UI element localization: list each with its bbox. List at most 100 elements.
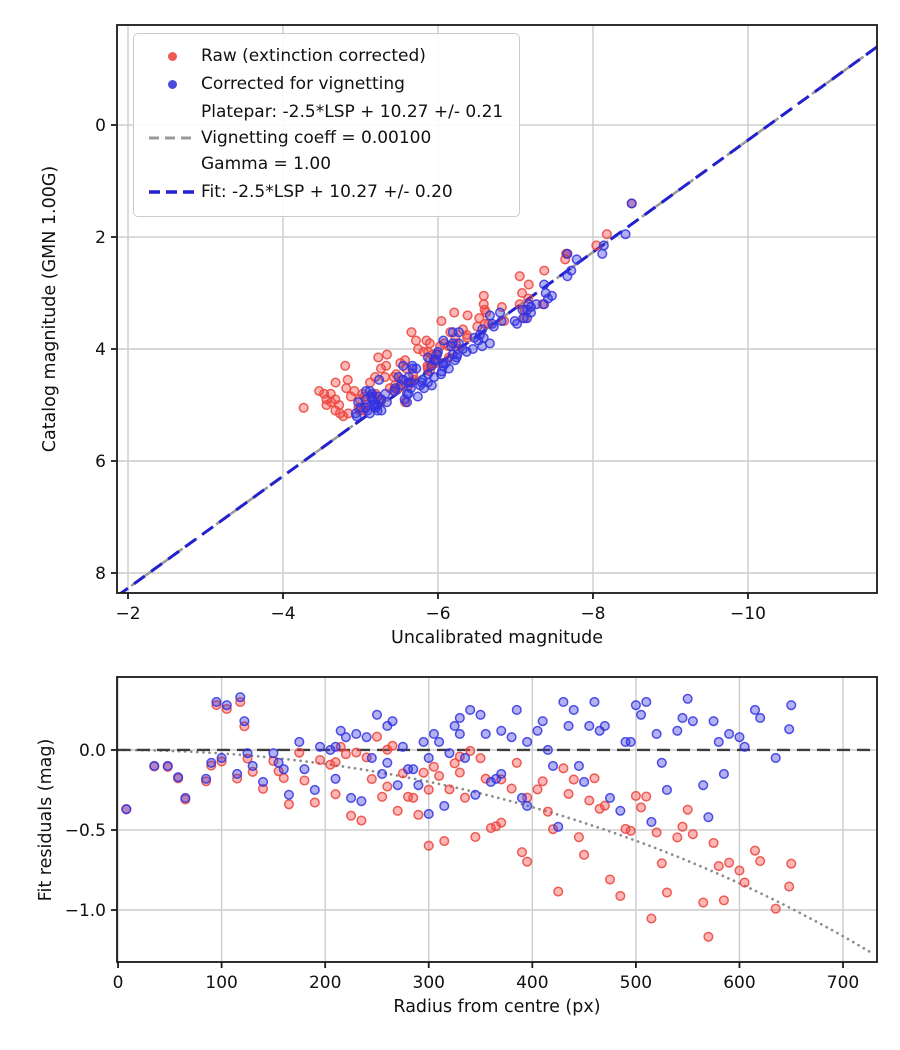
corrected-residual-point xyxy=(413,780,424,791)
raw-residual-point xyxy=(599,800,610,811)
corrected-residual-point xyxy=(506,732,517,743)
corrected-residual-point xyxy=(392,780,403,791)
corrected-residual-point xyxy=(346,792,357,804)
corrected-point xyxy=(447,349,458,360)
bottom-yaxis-label: Fit residuals (mag) xyxy=(36,738,56,902)
raw-residual-point xyxy=(257,783,269,794)
raw-point xyxy=(340,360,351,371)
legend-label-fit: Fit: -2.5*LSP + 10.27 +/- 0.20 xyxy=(201,182,453,202)
raw-point xyxy=(330,405,341,416)
x-tick-label: 0 xyxy=(113,973,124,993)
corrected-point xyxy=(381,397,392,408)
raw-point xyxy=(375,363,387,374)
corrected-residual-point xyxy=(599,720,610,732)
raw-residual-point xyxy=(573,832,584,843)
corrected-residual-point xyxy=(257,776,269,788)
raw-point xyxy=(410,335,422,346)
corrected-residual-point xyxy=(630,700,641,711)
corrected-residual-point xyxy=(294,736,305,748)
raw-residual-point xyxy=(656,858,667,869)
raw-point xyxy=(373,352,384,363)
x-tick-label: 300 xyxy=(413,973,445,993)
raw-residual-point xyxy=(299,775,310,786)
corrected-residual-point xyxy=(356,796,367,807)
top-axes: −2 −4 −6 −8 −10 0 2 4 6 8 xyxy=(95,24,878,624)
corrected-point xyxy=(473,335,484,346)
raw-residual-point xyxy=(340,749,351,760)
x-tick-label: 500 xyxy=(620,973,652,993)
raw-residual-point xyxy=(770,903,781,914)
corrected-residual-point xyxy=(698,780,709,791)
corrected-residual-point xyxy=(537,716,548,727)
corrected-residual-point xyxy=(314,741,326,752)
raw-residual-point xyxy=(677,821,688,832)
corrected-point xyxy=(429,371,440,383)
top-xaxis-label: Uncalibrated magnitude xyxy=(391,628,603,648)
raw-residual-point xyxy=(713,861,724,872)
raw-point xyxy=(314,385,325,397)
y-tick-label: 6 xyxy=(95,452,106,472)
corrected-residual-point xyxy=(330,773,341,784)
x-tick-label: −8 xyxy=(580,604,605,624)
raw-residual-point xyxy=(579,849,590,860)
raw-residual-point xyxy=(786,858,797,869)
corrected-residual-point xyxy=(563,720,574,732)
raw-point xyxy=(474,313,485,324)
raw-residual-point xyxy=(687,829,698,840)
corrected-residual-point xyxy=(268,748,279,759)
corrected-residual-point xyxy=(470,789,481,800)
corrected-residual-point xyxy=(216,752,227,764)
corrected-residual-point xyxy=(573,760,584,772)
legend-item-platepar: Platepar: -2.5*LSP + 10.27 +/- 0.21 Vign… xyxy=(143,99,503,177)
raw-residual-point xyxy=(558,763,569,774)
corrected-point xyxy=(432,346,444,357)
legend-label-platepar: Platepar: -2.5*LSP + 10.27 +/- 0.21 xyxy=(201,102,504,122)
corrected-point xyxy=(374,374,385,385)
raw-residual-point xyxy=(506,783,517,794)
corrected-point xyxy=(360,394,371,405)
raw-residual-point xyxy=(351,747,362,758)
corrected-residual-point xyxy=(542,744,553,756)
raw-point xyxy=(539,265,550,276)
raw-residual-point xyxy=(604,874,616,885)
corrected-residual-point xyxy=(408,764,419,775)
corrected-point xyxy=(372,405,383,416)
corrected-point xyxy=(422,352,433,363)
corrected-residual-point xyxy=(511,704,522,716)
raw-residual-point xyxy=(216,756,227,767)
raw-residual-point xyxy=(470,831,481,843)
raw-point xyxy=(381,360,392,371)
raw-residual-point xyxy=(239,721,250,732)
corrected-residual-point xyxy=(579,776,590,788)
top-scatter xyxy=(298,198,637,422)
corrected-residual-point xyxy=(755,712,766,724)
raw-residual-point xyxy=(402,791,414,802)
corrected-residual-point xyxy=(646,816,657,828)
raw-residual-point xyxy=(366,773,377,785)
corrected-residual-point xyxy=(239,716,250,727)
raw-residual-point xyxy=(516,847,528,858)
raw-point xyxy=(342,374,353,385)
corrected-residual-point xyxy=(584,720,595,732)
corrected-point xyxy=(484,338,495,349)
corrected-residual-point xyxy=(615,805,626,816)
bottom-axes-spines xyxy=(116,676,878,963)
legend-label-raw: Raw (extinction corrected) xyxy=(201,46,426,66)
corrected-point xyxy=(597,248,608,259)
raw-point xyxy=(601,229,612,240)
corrected-point xyxy=(351,411,362,422)
corrected-point xyxy=(620,229,631,240)
corrected-point xyxy=(626,198,637,209)
corrected-residual-point xyxy=(361,732,372,743)
corrected-residual-point xyxy=(784,724,795,735)
corrected-point xyxy=(438,357,449,369)
corrected-point xyxy=(449,355,461,366)
legend-label-gamma: Gamma = 1.00 xyxy=(201,154,332,174)
raw-residual-point xyxy=(480,773,491,784)
corrected-residual-point xyxy=(299,764,310,775)
raw-residual-point xyxy=(537,776,548,787)
corrected-point xyxy=(390,383,401,394)
raw-point xyxy=(478,290,489,301)
x-tick-label: −10 xyxy=(730,604,766,624)
